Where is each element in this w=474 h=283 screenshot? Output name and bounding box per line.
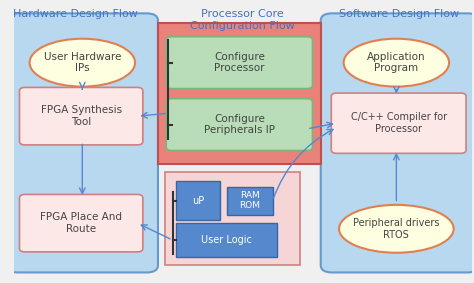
Text: Configure
Processor: Configure Processor xyxy=(214,52,265,74)
Bar xyxy=(158,23,321,164)
Text: Processor Core
Configuration Flow: Processor Core Configuration Flow xyxy=(191,9,295,31)
FancyBboxPatch shape xyxy=(166,37,312,89)
Text: Configure
Peripherals IP: Configure Peripherals IP xyxy=(204,114,275,135)
Bar xyxy=(165,172,300,265)
Text: Hardware Design Flow: Hardware Design Flow xyxy=(13,9,138,19)
FancyBboxPatch shape xyxy=(19,194,143,252)
Bar xyxy=(176,181,220,220)
Text: FPGA Synthesis
Tool: FPGA Synthesis Tool xyxy=(41,105,122,127)
Text: Peripheral drivers
RTOS: Peripheral drivers RTOS xyxy=(353,218,439,240)
Text: uP: uP xyxy=(192,196,204,206)
Text: User Logic: User Logic xyxy=(201,235,252,245)
Bar xyxy=(227,186,273,215)
FancyBboxPatch shape xyxy=(19,87,143,145)
Text: C/C++ Compiler for
Processor: C/C++ Compiler for Processor xyxy=(351,112,447,134)
Text: FPGA Place And
Route: FPGA Place And Route xyxy=(40,212,122,234)
Ellipse shape xyxy=(344,39,449,87)
Bar xyxy=(176,223,277,257)
Text: Application
Program: Application Program xyxy=(367,52,426,74)
Text: Software Design Flow: Software Design Flow xyxy=(338,9,459,19)
Text: RAM
ROM: RAM ROM xyxy=(239,191,260,210)
Ellipse shape xyxy=(29,39,135,87)
Text: User Hardware
IPs: User Hardware IPs xyxy=(44,52,121,74)
FancyBboxPatch shape xyxy=(7,13,158,273)
FancyBboxPatch shape xyxy=(166,99,312,151)
FancyBboxPatch shape xyxy=(331,93,466,153)
Ellipse shape xyxy=(339,205,454,253)
FancyBboxPatch shape xyxy=(321,13,474,273)
